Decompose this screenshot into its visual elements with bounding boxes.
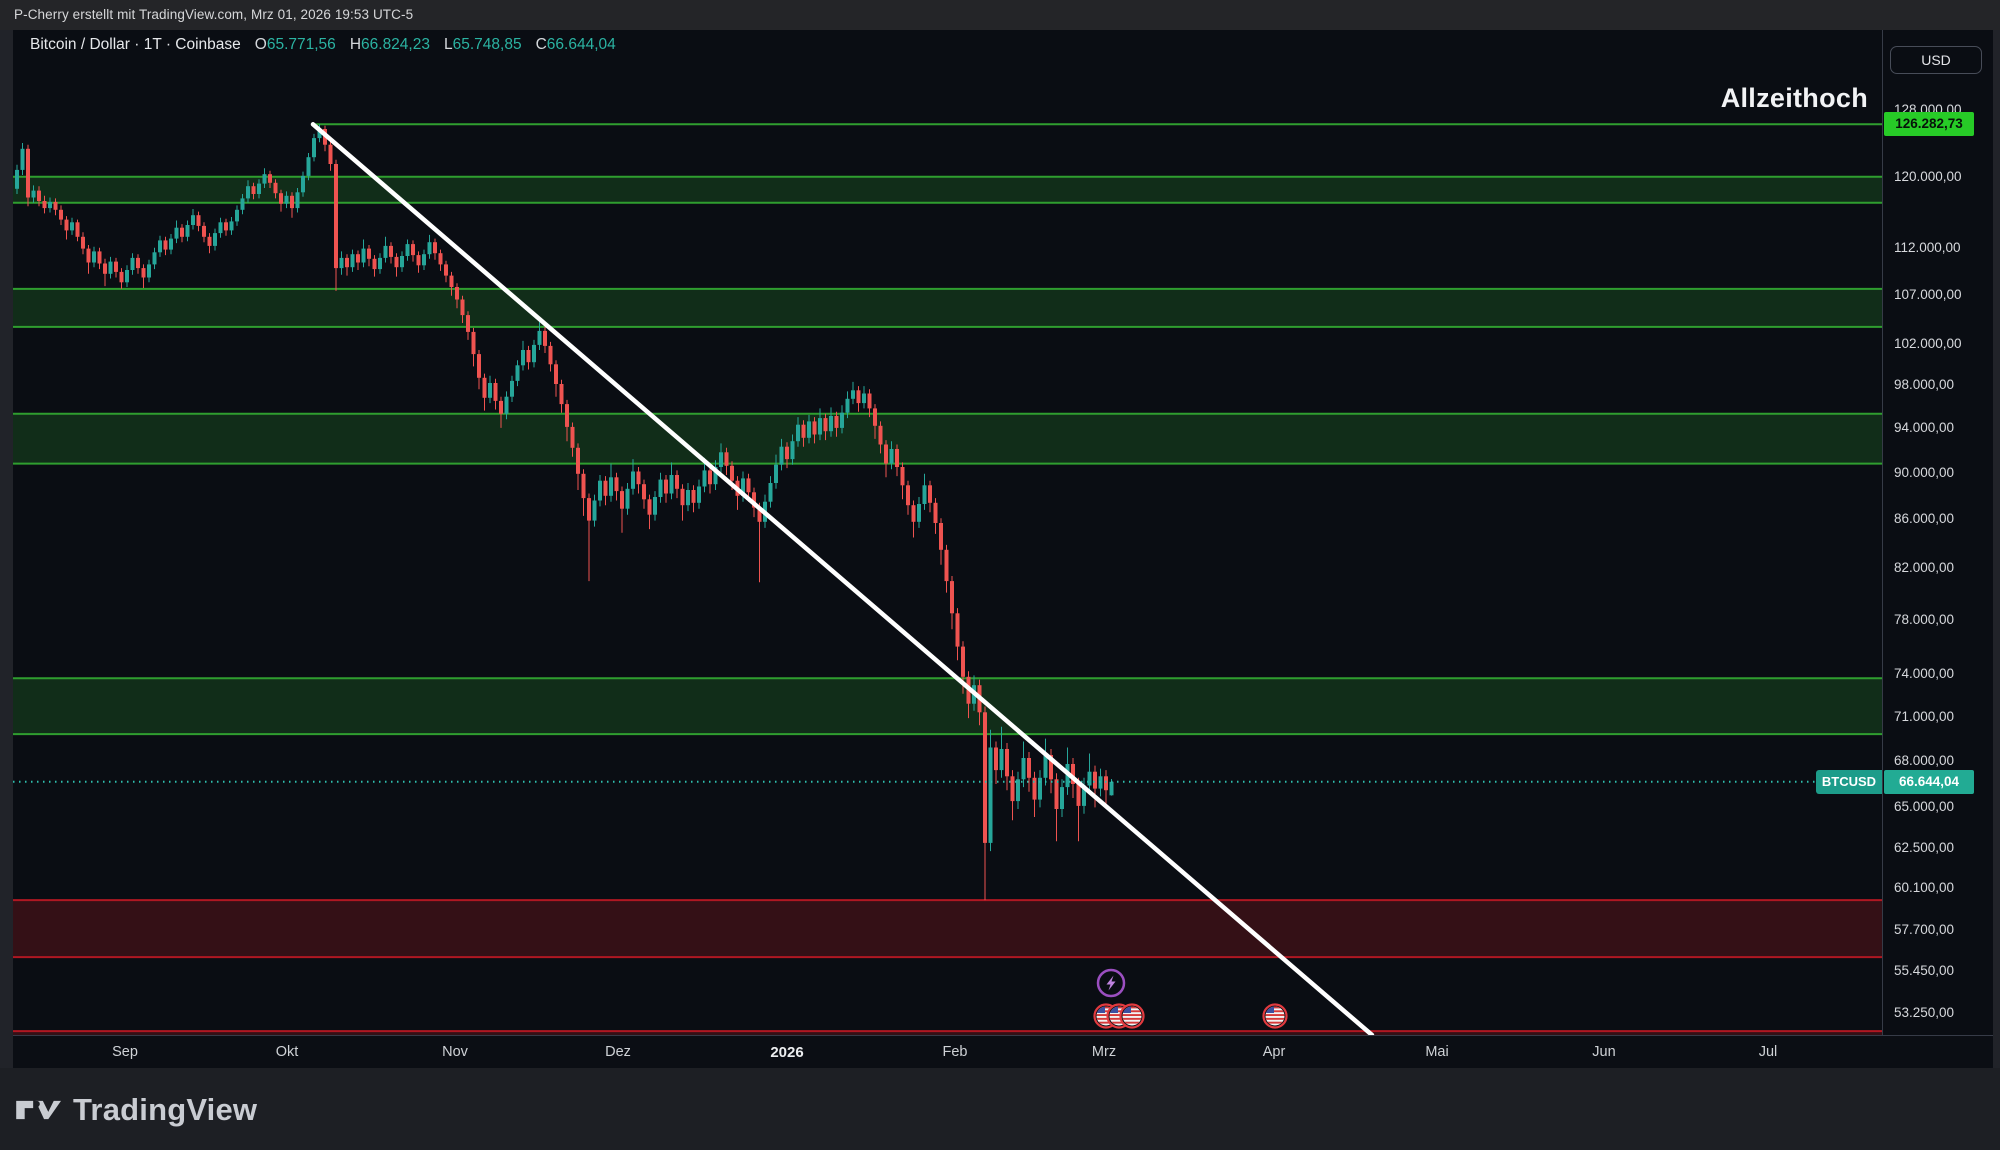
price-tick: 68.000,00: [1894, 753, 1955, 769]
tradingview-logo-mark-icon: [16, 1100, 61, 1120]
time-label-Jun: Jun: [1592, 1044, 1616, 1060]
price-tick: 102.000,00: [1894, 335, 1962, 351]
us-economic-event-flag-icon[interactable]: [1262, 1003, 1288, 1029]
attribution-bar: P-Cherry erstellt mit TradingView.com, M…: [0, 0, 2000, 30]
zone-support-73k[interactable]: [13, 677, 1882, 736]
price-tick: 71.000,00: [1894, 708, 1955, 724]
time-label-Feb: Feb: [942, 1044, 968, 1060]
zone-resistance-95k[interactable]: [13, 412, 1882, 465]
price-tick: 55.450,00: [1894, 962, 1955, 978]
candlestick-series: [15, 124, 1114, 901]
price-tick: 65.000,00: [1894, 799, 1955, 815]
price-tick: 82.000,00: [1894, 560, 1955, 576]
allzeithoch-label: Allzeithoch: [1720, 83, 1868, 113]
price-tick: 57.700,00: [1894, 921, 1955, 937]
zone-resistance-120k[interactable]: [13, 175, 1882, 204]
time-label-Jul: Jul: [1758, 1044, 1778, 1060]
price-tick: 94.000,00: [1894, 419, 1955, 435]
price-tick: 78.000,00: [1894, 611, 1955, 627]
tradingview-logo: TradingView: [15, 1087, 257, 1133]
time-label-2026: 2026: [770, 1044, 804, 1061]
price-tick: 90.000,00: [1894, 464, 1955, 480]
price-tick: 86.000,00: [1894, 511, 1955, 527]
ath-price-tag: 126.282,73: [1884, 112, 1974, 137]
bottom-bar: TradingView: [0, 1068, 2000, 1150]
ohlc-O: O65.771,56: [254, 36, 336, 53]
chart-canvas[interactable]: [13, 30, 1882, 1035]
price-tick: 74.000,00: [1894, 666, 1955, 682]
price-tick: 60.100,00: [1894, 880, 1955, 896]
zone-support-59k[interactable]: [13, 899, 1882, 959]
price-axis[interactable]: USD 128.000,00 120.000,00 112.000,00 107.00…: [1882, 30, 1993, 1035]
time-label-Okt: Okt: [275, 1044, 299, 1060]
ohlc-C: C66.644,04: [535, 36, 616, 53]
zone-support-52k[interactable]: [13, 1030, 1882, 1035]
time-label-Sep: Sep: [112, 1044, 138, 1060]
time-label-Mai: Mai: [1425, 1044, 1449, 1060]
price-tick: 98.000,00: [1894, 377, 1955, 393]
time-label-Nov: Nov: [442, 1044, 468, 1060]
price-tick: 53.250,00: [1894, 1004, 1955, 1020]
legend-title: Bitcoin / Dollar · 1T · Coinbase: [30, 36, 241, 53]
attribution-text: P-Cherry erstellt mit TradingView.com, M…: [14, 7, 414, 22]
time-label-Apr: Apr: [1262, 1044, 1286, 1060]
time-label-Dez: Dez: [605, 1044, 631, 1060]
price-tick: 112.000,00: [1894, 239, 1961, 255]
crypto-event-icon[interactable]: [1096, 968, 1126, 998]
symbol-legend: Bitcoin / Dollar · 1T · Coinbase O65.771,…: [30, 36, 616, 54]
price-tick: 62.500,00: [1894, 839, 1955, 855]
ohlc-H: H66.824,23: [349, 36, 430, 53]
us-economic-event-flag-icon[interactable]: [1119, 1003, 1145, 1029]
currency-usd-button[interactable]: USD: [1890, 46, 1982, 74]
ohlc-L: L65.748,85: [443, 36, 522, 53]
trendline[interactable]: [310, 122, 1375, 1035]
price-tick: 120.000,00: [1894, 168, 1962, 184]
time-label-Mrz: Mrz: [1091, 1044, 1117, 1060]
time-axis[interactable]: Sep Okt Nov Dez 2026 Feb Mrz Apr Mai Jun Jul: [13, 1035, 1993, 1068]
last-price-tag: 66.644,04: [1884, 769, 1974, 794]
tradingview-logo-text: TradingView: [73, 1092, 258, 1127]
price-tick: 107.000,00: [1894, 286, 1962, 302]
chart-pane[interactable]: Bitcoin / Dollar · 1T · Coinbase O65.771,…: [13, 30, 1882, 1035]
zone-resistance-107k[interactable]: [13, 287, 1882, 328]
btcusd-chip: BTCUSD: [1816, 769, 1882, 794]
